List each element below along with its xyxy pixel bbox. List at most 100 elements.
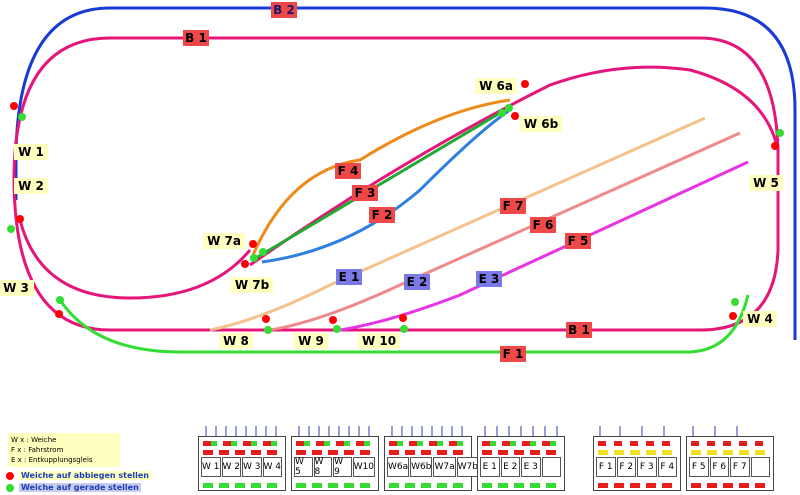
legend-f: F x : Fahrstrom xyxy=(11,446,64,454)
panel-button[interactable]: W7a xyxy=(433,457,456,477)
fahrstrom-panel-1: F 1 F 2 F 3 F 4 xyxy=(593,436,681,491)
fahrstrom-panel-2: F 5 F 6 F 7 xyxy=(686,436,774,491)
panel-button[interactable] xyxy=(541,457,561,477)
panel-button[interactable]: W 1 xyxy=(201,457,221,477)
weichen-panel-2: W 5 W 8 W 9 W10 xyxy=(291,436,379,491)
panel-button[interactable]: W 3 xyxy=(242,457,262,477)
red-dot-icon xyxy=(6,471,14,480)
label-f7: F 7 xyxy=(503,199,524,213)
switch-dot-red xyxy=(329,316,337,324)
switch-dot-green xyxy=(264,326,272,334)
switch-dot-green xyxy=(333,325,341,333)
entkuppler-panel: E 1 E 2 E 3 xyxy=(477,436,565,491)
switch-dot-green xyxy=(56,296,64,304)
switch-dot-green xyxy=(776,129,784,137)
panel-button[interactable]: F 4 xyxy=(657,457,677,477)
panel-button[interactable]: W 8 xyxy=(313,457,333,477)
panel-button[interactable]: F 3 xyxy=(637,457,657,477)
label-e1: E 1 xyxy=(339,270,360,284)
label-w3: W 3 xyxy=(3,281,29,295)
label-w1: W 1 xyxy=(18,145,44,159)
label-e2: E 2 xyxy=(407,275,428,289)
switch-dot-red xyxy=(241,260,249,268)
label-w2: W 2 xyxy=(18,179,44,193)
label-w8: W 8 xyxy=(223,334,249,348)
label-w6a: W 6a xyxy=(479,79,513,93)
label-w6b: W 6b xyxy=(524,117,559,131)
switch-dot-red xyxy=(16,215,24,223)
switch-dot-green xyxy=(731,298,739,306)
weichen-panel-3: W6a W6b W7a W7b xyxy=(384,436,479,491)
switch-dot-red xyxy=(55,310,63,318)
track-f6 xyxy=(269,131,741,332)
legend-w: W x : Weiche xyxy=(11,436,57,444)
switch-dot-red xyxy=(399,314,407,322)
track-f4 xyxy=(251,98,511,256)
panel-button[interactable]: W10 xyxy=(352,457,375,477)
panel-button[interactable]: F 5 xyxy=(689,457,709,477)
track-f2 xyxy=(261,108,511,264)
track-b2 xyxy=(14,6,797,340)
label-f3: F 3 xyxy=(355,186,376,200)
switch-dot-green xyxy=(498,109,506,117)
legend-red-row: Weiche auf abbiegen stellen xyxy=(6,471,151,480)
panel-wires xyxy=(205,426,738,437)
switch-dot-red xyxy=(729,312,737,320)
label-b1-bottom: B 1 xyxy=(568,323,590,337)
label-e3: E 3 xyxy=(479,272,500,286)
label-w7a: W 7a xyxy=(207,234,241,248)
switch-dots xyxy=(7,80,784,334)
panel-button[interactable]: F 1 xyxy=(596,457,616,477)
label-f4: F 4 xyxy=(338,164,359,178)
switch-dot-green xyxy=(18,113,26,121)
switch-dot-red xyxy=(521,80,529,88)
panel-button[interactable]: E 3 xyxy=(521,457,541,477)
label-f6: F 6 xyxy=(533,218,554,232)
track-b1 xyxy=(12,36,780,332)
legend: W x : Weiche F x : Fahrstrom E x : Entku… xyxy=(8,433,120,467)
green-dot-icon xyxy=(6,483,14,492)
label-f2: F 2 xyxy=(372,208,393,222)
track-inner-loop xyxy=(18,219,252,300)
legend-red-label: Weiche auf abbiegen stellen xyxy=(19,471,151,480)
switch-dot-green xyxy=(259,248,267,256)
panel-button[interactable]: E 1 xyxy=(480,457,500,477)
switch-dot-red xyxy=(511,112,519,120)
label-w10: W 10 xyxy=(362,334,396,348)
switch-dot-green xyxy=(7,225,15,233)
panel-button[interactable]: E 2 xyxy=(500,457,520,477)
legend-green-label: Weiche auf gerade stellen xyxy=(19,483,141,492)
panel-button[interactable]: F 7 xyxy=(730,457,750,477)
panel-button[interactable]: W 4 xyxy=(262,457,282,477)
switch-dot-red xyxy=(249,240,257,248)
panel-button[interactable]: W 2 xyxy=(221,457,241,477)
label-f1: F 1 xyxy=(503,347,524,361)
label-b1-top: B 1 xyxy=(185,31,207,45)
label-f5: F 5 xyxy=(568,234,589,248)
switch-dot-red xyxy=(262,315,270,323)
track-labels: B 2 B 1 B 1 F 1 F 2 F 3 F 4 F 5 F 6 F 7 … xyxy=(183,2,592,362)
legend-green-row: Weiche auf gerade stellen xyxy=(6,483,141,492)
panel-button[interactable]: F 6 xyxy=(709,457,729,477)
switch-dot-green xyxy=(250,254,258,262)
legend-e: E x : Entkupplungsgleis xyxy=(11,456,93,464)
panel-button[interactable]: F 2 xyxy=(616,457,636,477)
panel-button[interactable] xyxy=(750,457,770,477)
label-b2: B 2 xyxy=(273,3,295,17)
label-w9: W 9 xyxy=(298,334,324,348)
switch-dot-red xyxy=(771,142,779,150)
panel-button[interactable]: W7b xyxy=(456,457,479,477)
label-w4: W 4 xyxy=(747,312,773,326)
label-w7b: W 7b xyxy=(235,278,270,292)
panel-button[interactable]: W6a xyxy=(387,457,410,477)
switch-dot-red xyxy=(10,102,18,110)
panel-button[interactable]: W 5 xyxy=(294,457,313,477)
track-f5 xyxy=(339,160,749,332)
panel-button[interactable]: W 9 xyxy=(333,457,352,477)
switch-dot-green xyxy=(400,325,408,333)
switch-labels: W 1 W 2 W 3 W 4 W 5 W 6a W 6b W 7a W 7b … xyxy=(0,78,783,349)
track-f7 xyxy=(209,116,706,332)
track-f1 xyxy=(58,294,750,354)
panel-button[interactable]: W6b xyxy=(410,457,433,477)
